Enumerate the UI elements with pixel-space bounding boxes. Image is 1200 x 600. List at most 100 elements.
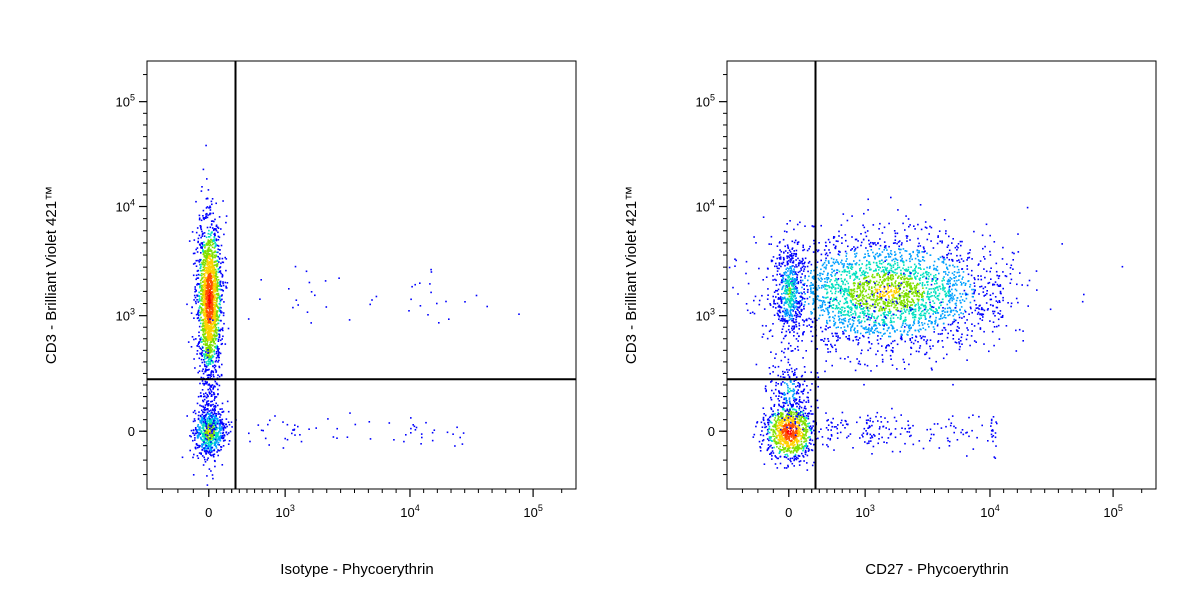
event-dot [908,253,911,255]
event-dot [221,437,223,440]
event-dot [206,178,208,180]
event-dot [900,317,902,320]
event-dot [201,261,203,264]
event-dot [958,313,960,316]
event-dot [218,384,221,387]
event-dot [859,269,861,272]
event-dot [929,307,931,310]
event-dot [841,318,843,321]
event-dot [868,313,871,316]
event-dot [803,304,806,306]
event-dot [901,276,904,278]
event-dot [879,285,881,287]
event-dot [851,307,853,310]
event-dot [211,308,214,310]
event-dot [212,330,215,332]
event-dot [894,242,896,244]
event-dot [346,436,349,438]
event-dot [734,258,736,260]
event-dot [205,344,208,346]
event-dot [840,261,842,264]
event-dot [909,283,912,285]
event-dot [890,358,892,360]
event-dot [909,301,911,303]
event-dot [886,282,889,285]
event-dot [325,306,328,308]
event-dot [211,297,213,299]
event-dot [869,263,872,266]
event-dot [888,254,890,256]
event-dot [202,263,204,265]
event-dot [212,310,214,312]
event-dot [853,320,855,322]
event-dot [209,377,211,379]
event-dot [210,234,212,237]
event-dot [209,282,212,284]
event-dot [893,260,896,263]
event-dot [204,415,207,417]
event-dot [820,277,822,279]
event-dot [918,262,920,265]
event-dot [915,278,917,280]
event-dot [836,261,839,263]
event-dot [209,290,212,293]
event-dot [895,287,898,290]
event-dot [903,361,905,363]
event-dot [870,305,873,307]
event-dot [911,277,913,280]
event-dot [795,318,797,321]
event-dot [893,302,895,305]
event-dot [201,351,203,354]
event-dot [889,263,892,266]
event-dot [923,275,925,278]
event-dot [910,286,912,289]
event-dot [218,359,220,362]
event-dot [217,307,220,309]
event-dot [203,353,205,356]
event-dot [889,321,892,324]
event-dot [219,310,221,313]
event-dot [1081,300,1084,303]
event-dot [215,347,218,349]
event-dot [208,348,211,351]
event-dot [810,326,813,328]
event-dot [217,271,220,274]
event-dot [944,317,947,319]
event-dot [226,425,228,428]
event-dot [859,285,862,287]
event-dot [410,298,412,301]
event-dot [867,198,869,201]
event-dot [821,303,824,306]
event-dot [951,284,954,287]
event-dot [886,324,888,326]
event-dot [203,218,205,221]
event-dot [926,339,929,341]
event-dot [868,310,870,312]
event-dot [202,368,204,370]
event-dot [228,432,230,434]
event-dot [198,446,201,448]
event-dot [851,324,854,326]
event-dot [849,277,851,279]
event-dot [812,251,815,253]
event-dot [205,298,207,300]
event-dot [737,293,739,295]
event-dot [205,327,207,330]
event-dot [873,298,875,301]
event-dot [850,292,852,295]
event-dot [900,307,903,310]
event-dot [922,272,925,275]
event-dot [209,205,211,208]
event-dot [832,261,835,264]
event-dot [217,361,219,363]
event-dot [208,325,211,327]
event-dot [920,298,923,301]
event-dot [839,357,842,360]
event-dot [835,259,838,261]
event-dot [205,424,208,426]
event-dot [194,296,197,299]
event-dot [211,434,213,437]
event-dot [217,351,220,353]
event-dot [877,242,879,244]
event-dot [212,301,215,304]
